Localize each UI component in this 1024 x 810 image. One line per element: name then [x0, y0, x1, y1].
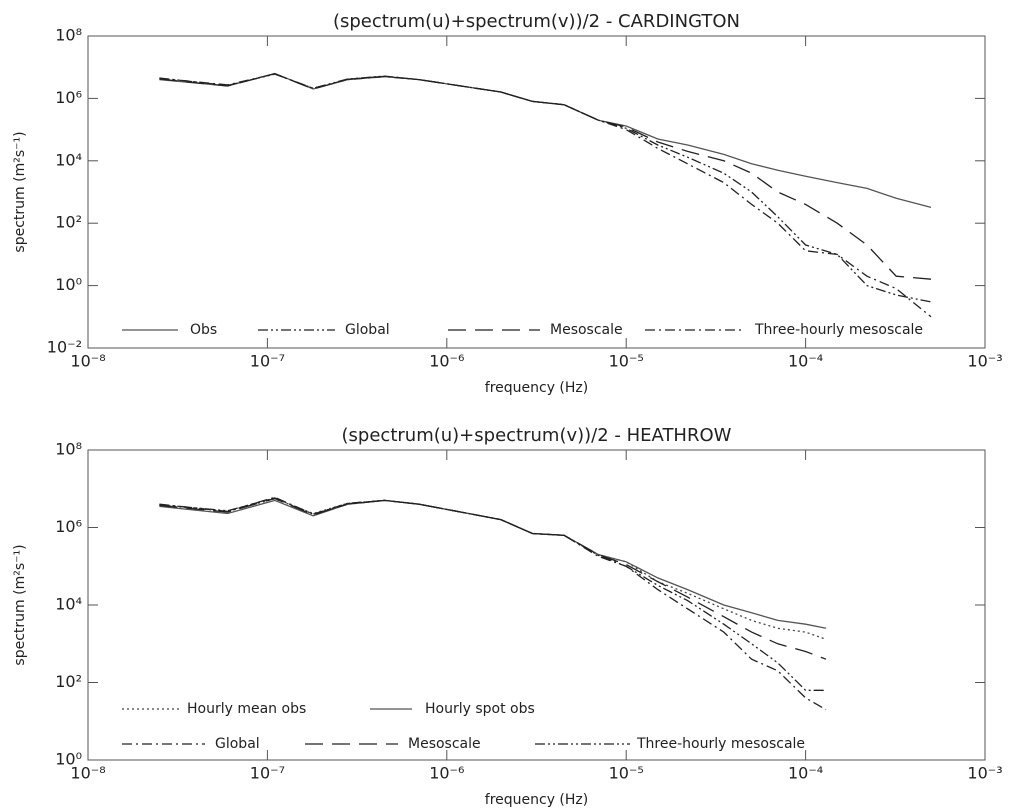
x-tick-label: 10⁻⁸ [70, 764, 105, 783]
x-axis-label: frequency (Hz) [485, 792, 588, 808]
legend-label: Global [345, 322, 390, 338]
x-tick-label: 10⁻⁵ [609, 352, 644, 371]
y-tick-label: 10⁻² [47, 338, 82, 357]
series-line [159, 73, 932, 303]
plot-frame [87, 35, 986, 349]
legend-label: Hourly spot obs [425, 701, 535, 717]
legend-label: Hourly mean obs [187, 701, 306, 717]
legend-label: Three-hourly mesoscale [636, 736, 805, 752]
x-tick-label: 10⁻³ [967, 764, 1002, 783]
x-tick-label: 10⁻⁴ [788, 352, 823, 371]
series-line [159, 499, 827, 629]
x-tick-label: 10⁻⁶ [429, 764, 464, 783]
x-tick-label: 10⁻⁵ [609, 764, 644, 783]
x-axis-label: frequency (Hz) [485, 380, 588, 396]
chart-title: (spectrum(u)+spectrum(v))/2 - CARDINGTON [333, 11, 740, 32]
legend-label: Obs [190, 322, 217, 338]
y-tick-label: 10⁶ [55, 88, 82, 107]
x-tick-label: 10⁻⁷ [250, 764, 285, 783]
series-line [159, 72, 932, 209]
x-tick-label: 10⁻³ [967, 352, 1002, 371]
y-tick-label: 10⁴ [55, 150, 82, 169]
y-tick-label: 10⁴ [55, 595, 82, 614]
series-line [159, 73, 932, 318]
series-line [159, 497, 826, 691]
legend-label: Global [215, 736, 260, 752]
y-tick-label: 10² [55, 213, 82, 232]
y-tick-label: 10⁶ [55, 517, 82, 536]
series-line [159, 73, 932, 280]
y-tick-label: 10² [55, 672, 82, 691]
x-tick-label: 10⁻⁸ [70, 352, 105, 371]
legend-label: Mesoscale [550, 322, 623, 338]
y-tick-label: 10⁰ [55, 275, 82, 294]
y-tick-label: 10⁸ [55, 26, 82, 45]
y-axis-label: spectrum (m²s⁻¹) [12, 544, 28, 665]
x-tick-label: 10⁻⁷ [250, 352, 285, 371]
y-tick-label: 10⁰ [55, 750, 82, 769]
x-tick-label: 10⁻⁴ [788, 764, 823, 783]
y-tick-label: 10⁸ [55, 440, 82, 459]
chart-title: (spectrum(u)+spectrum(v))/2 - HEATHROW [342, 425, 732, 446]
legend-label: Three-hourly mesoscale [754, 322, 923, 338]
y-axis-label: spectrum (m²s⁻¹) [12, 131, 28, 252]
series-line [159, 496, 827, 711]
legend-label: Mesoscale [408, 736, 481, 752]
x-tick-label: 10⁻⁶ [429, 352, 464, 371]
